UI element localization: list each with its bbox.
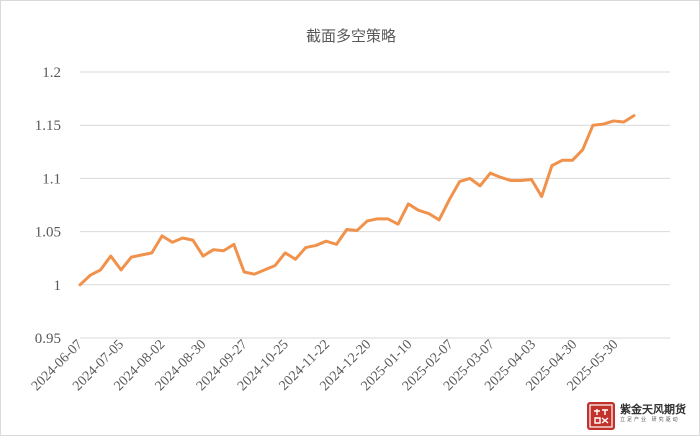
y-axis-tick-labels: 0.95 1 1.05 1.1 1.15 1.2 <box>35 65 61 347</box>
y-tick-label: 1.05 <box>35 225 61 241</box>
brand-watermark: 紫金天风期货 立足产业 研究驱动 <box>620 403 686 424</box>
y-tick-label: 0.95 <box>35 331 61 347</box>
brand-name: 紫金天风期货 <box>620 403 686 416</box>
y-tick-label: 1 <box>54 278 62 294</box>
y-tick-label: 1.2 <box>42 65 61 81</box>
y-tick-label: 1.15 <box>35 118 61 134</box>
gridlines <box>80 71 670 339</box>
y-tick-label: 1.1 <box>42 171 61 187</box>
chart-title: 截面多空策略 <box>306 27 396 45</box>
x-axis-tick-labels: 2024-06-072024-07-052024-08-022024-08-30… <box>29 337 621 394</box>
brand-logo-icon <box>587 402 615 430</box>
brand-tagline: 立足产业 研究驱动 <box>620 417 680 423</box>
series-line <box>78 114 636 287</box>
series-layer <box>78 114 636 287</box>
